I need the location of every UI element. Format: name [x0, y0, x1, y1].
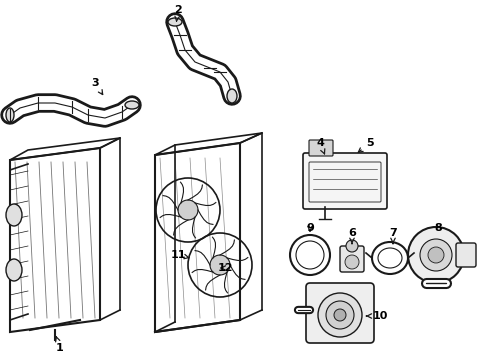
Ellipse shape [6, 259, 22, 281]
Text: 7: 7 [389, 228, 397, 244]
Ellipse shape [227, 89, 237, 103]
Circle shape [420, 239, 452, 271]
Text: 2: 2 [174, 5, 182, 21]
Ellipse shape [6, 108, 14, 122]
FancyBboxPatch shape [309, 140, 333, 156]
Text: 5: 5 [358, 138, 374, 152]
Circle shape [346, 240, 358, 252]
Text: 8: 8 [434, 223, 442, 233]
FancyBboxPatch shape [456, 243, 476, 267]
Ellipse shape [168, 18, 182, 26]
Text: 3: 3 [91, 78, 103, 95]
Text: 10: 10 [367, 311, 388, 321]
Circle shape [345, 255, 359, 269]
Circle shape [326, 301, 354, 329]
Circle shape [334, 309, 346, 321]
Text: 11: 11 [170, 250, 189, 260]
FancyBboxPatch shape [303, 153, 387, 209]
Circle shape [210, 255, 230, 275]
Text: 1: 1 [56, 337, 64, 353]
Circle shape [408, 227, 464, 283]
Ellipse shape [125, 101, 139, 109]
Text: 12: 12 [217, 263, 233, 273]
Circle shape [428, 247, 444, 263]
Circle shape [318, 293, 362, 337]
Text: 9: 9 [306, 223, 314, 233]
Circle shape [178, 200, 198, 220]
Ellipse shape [6, 204, 22, 226]
FancyBboxPatch shape [340, 246, 364, 272]
Text: 6: 6 [348, 228, 356, 244]
FancyBboxPatch shape [306, 283, 374, 343]
Text: 4: 4 [316, 138, 325, 154]
